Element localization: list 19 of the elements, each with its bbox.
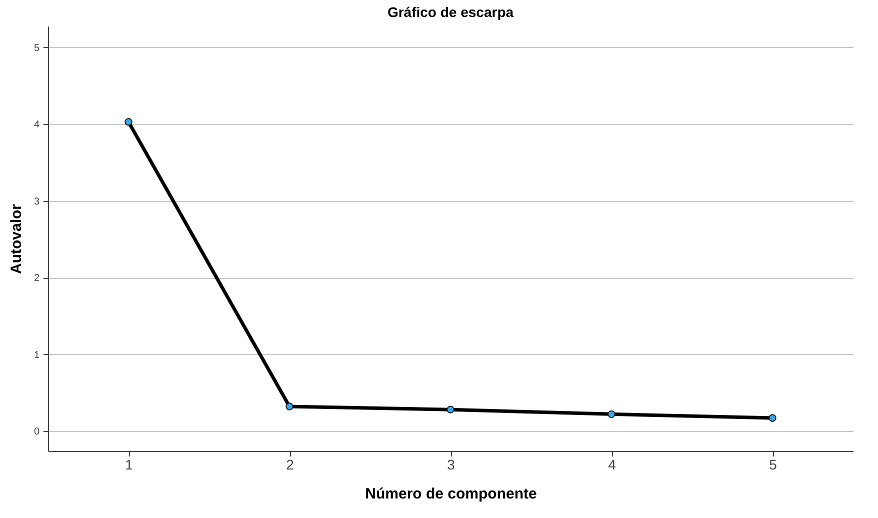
y-tick-label: 5 [34, 42, 40, 54]
x-tick-label: 3 [447, 456, 456, 472]
y-tick-label: 3 [34, 196, 40, 208]
point [124, 118, 132, 126]
x-tick-label: 1 [125, 456, 134, 472]
point [608, 410, 616, 418]
y-axis-title: Autovalor [8, 204, 25, 274]
y-tick-label: 1 [34, 350, 40, 361]
y-tick-label: 4 [34, 120, 40, 131]
x-tick-label: 2 [286, 456, 294, 472]
y-tick-label: 2 [34, 273, 40, 284]
x-tick-label: 4 [608, 456, 616, 472]
chart-title: Gráfico de escarpa [387, 4, 514, 20]
y-tick-label: 0 [34, 426, 40, 438]
point [446, 406, 454, 414]
point [286, 402, 294, 410]
x-tick-label: 5 [769, 456, 778, 472]
point [768, 414, 776, 422]
x-axis-title: Número de componente [365, 486, 537, 502]
